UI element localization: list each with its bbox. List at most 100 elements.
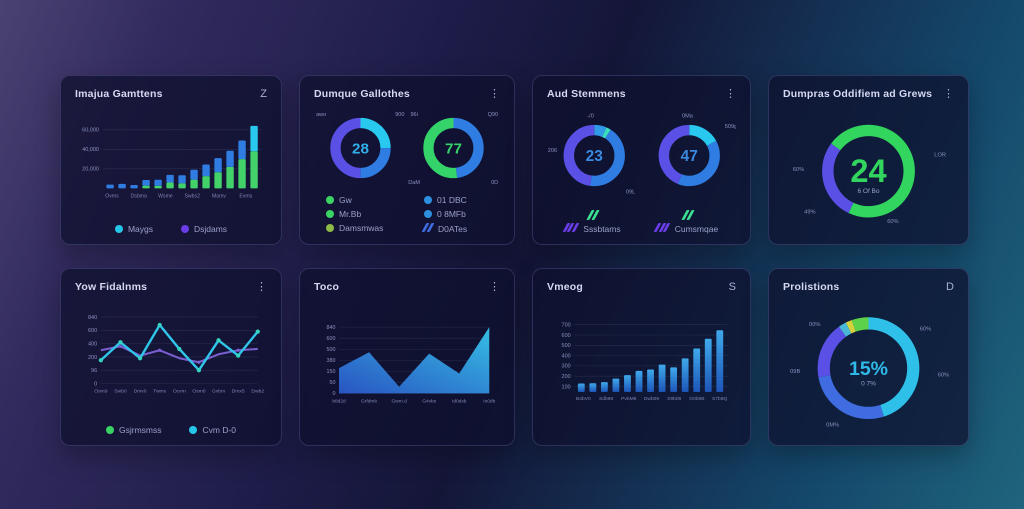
legend-item[interactable]: Gw: [326, 195, 402, 205]
svg-text:DaM: DaM: [408, 180, 420, 186]
legend-item[interactable]: D0ATes: [421, 223, 500, 234]
svg-text:Ovms: Ovms: [105, 194, 119, 200]
triple-slash-icon: [653, 223, 671, 234]
svg-text:Grfdmb: Grfdmb: [361, 398, 377, 404]
donut-pair-chart: 28 awo 900 77 96i Q90 DaM 0D: [314, 105, 500, 191]
svg-text:200: 200: [88, 355, 97, 361]
svg-text:0Ma: 0Ma: [681, 113, 693, 119]
legend-item[interactable]: Gsjrmsmss: [105, 425, 162, 435]
kebab-menu-icon[interactable]: ⋮: [489, 280, 500, 293]
legend-label: Dsjdams: [193, 224, 228, 234]
svg-text:300: 300: [562, 364, 571, 370]
svg-text:96i: 96i: [410, 112, 417, 118]
legend-item[interactable]: Damsmwas: [326, 223, 402, 233]
card-header: Dumpras Oddifiem ad Grews ⋮: [783, 86, 954, 102]
svg-text:20,000: 20,000: [82, 167, 99, 173]
svg-text:24: 24: [850, 153, 886, 189]
legend-dot: [424, 196, 432, 204]
svg-text:PvbM8: PvbM8: [621, 396, 637, 402]
legend-column-left: Gw Mr.Bb Damsmwas: [314, 195, 402, 234]
svg-text:40,000: 40,000: [82, 147, 99, 153]
legend-item[interactable]: Cumsmqae: [653, 223, 719, 234]
svg-text:0M%: 0M%: [826, 423, 839, 429]
svg-text:47: 47: [680, 148, 697, 165]
card-stacked-bar: Imajua Gamttens Z 60,000 40,000 20,000 Ovms…: [60, 75, 282, 245]
svg-text:900: 900: [395, 112, 404, 118]
kebab-menu-icon[interactable]: ⋮: [256, 280, 267, 293]
legend-item[interactable]: Dsjdams: [180, 224, 228, 234]
kebab-menu-icon[interactable]: ⋮: [489, 87, 500, 100]
s-badge-icon[interactable]: S: [728, 280, 736, 293]
legend: Gsjrmsmss Cvm D-0: [75, 425, 267, 435]
svg-text:Dwb09: Dwb09: [644, 396, 660, 402]
svg-text:500: 500: [327, 347, 336, 353]
legend-dot: [326, 224, 334, 232]
legend-dot: [326, 196, 334, 204]
svg-text:Osm9: Osm9: [94, 389, 107, 395]
svg-text:Evms: Evms: [239, 194, 252, 200]
expand-icon[interactable]: Z: [260, 87, 267, 100]
legend-column-right: 01 DBC 0 8MFb D0ATes: [412, 195, 500, 234]
legend-item[interactable]: 0 8MFb: [424, 209, 500, 219]
svg-text:-/0: -/0: [587, 113, 594, 119]
card-header: Imajua Gamttens Z: [75, 86, 267, 102]
svg-text:60%: 60%: [920, 327, 931, 333]
legend-item[interactable]: Sssbtams: [562, 223, 621, 234]
card-twin-donut-a: Dumque Gallothes ⋮ 28 awo 900 77 96i Q90 DaM 0D…: [299, 75, 515, 245]
svg-text:0 7%: 0 7%: [861, 380, 876, 387]
card-title: Toco: [314, 281, 340, 293]
double-slash-icon: [586, 207, 600, 220]
svg-text:G0b9B: G0b9B: [689, 396, 704, 402]
svg-text:100: 100: [562, 384, 571, 390]
card-title: Dumque Gallothes: [314, 88, 410, 100]
donut-pair-chart: 23 -/0 206 09L 47 0Ma 509g: [547, 105, 737, 206]
svg-text:0: 0: [332, 391, 335, 397]
legend-label: Cvm D-0: [202, 425, 237, 435]
svg-text:Twms: Twms: [153, 389, 166, 395]
svg-text:60,000: 60,000: [82, 128, 99, 134]
svg-text:Dmx5: Dmx5: [232, 389, 245, 395]
stacked-bar-chart: 60,000 40,000 20,000 Ovms Dsbma Wsme Swbs2 Mamv…: [75, 105, 267, 220]
slash-markers: [547, 207, 736, 220]
svg-text:400: 400: [88, 341, 97, 347]
svg-text:09L: 09L: [626, 190, 635, 196]
svg-text:G4vbs: G4vbs: [422, 398, 437, 404]
legend-item[interactable]: Mr.Bb: [326, 209, 402, 219]
svg-text:15%: 15%: [849, 358, 888, 380]
svg-text:Gvbm: Gvbm: [212, 389, 225, 395]
svg-text:Q90: Q90: [488, 112, 498, 118]
legend: Gw Mr.Bb Damsmwas 01 DBC: [314, 195, 500, 234]
card-line-chart: Yow Fidalnms ⋮ 840 600 400 200 96 0 Osm9 Swb0 Dm…: [60, 268, 282, 446]
card-title: Prolistions: [783, 281, 840, 293]
d-badge-icon[interactable]: D: [946, 280, 954, 293]
svg-text:77: 77: [445, 140, 462, 157]
svg-text:Wsme: Wsme: [158, 194, 173, 200]
svg-text:S7b9Q: S7b9Q: [712, 396, 727, 402]
svg-text:Dmv0: Dmv0: [134, 389, 147, 395]
legend-item[interactable]: 01 DBC: [424, 195, 500, 205]
svg-text:400: 400: [562, 353, 571, 359]
legend-label: Cumsmqae: [674, 223, 719, 234]
svg-text:09B: 09B: [790, 369, 800, 375]
svg-text:6 Of Bo: 6 Of Bo: [857, 188, 879, 195]
legend-label: Maygs: [127, 224, 153, 234]
legend-label: Damsmwas: [339, 223, 384, 233]
svg-text:awo: awo: [316, 112, 326, 118]
card-grid: Imajua Gamttens Z 60,000 40,000 20,000 Ovms…: [60, 75, 969, 446]
slash-icon: [421, 223, 434, 234]
legend-item[interactable]: Maygs: [114, 224, 153, 234]
card-header: Toco ⋮: [314, 279, 500, 295]
svg-text:Osm0: Osm0: [192, 389, 205, 395]
card-area-chart: Toco ⋮ 840 600 500 380 150 50 0 b8d2d Grfdmb Gwm.…: [299, 268, 515, 446]
svg-text:0: 0: [94, 381, 97, 387]
legend-label: Gsjrmsmss: [118, 425, 162, 435]
bar-chart: 700 600 500 400 300 200 100 B4bV0 Sdb98 PvbM8 Dwb0…: [547, 298, 736, 435]
svg-text:60%: 60%: [793, 167, 804, 173]
kebab-menu-icon[interactable]: ⋮: [943, 87, 954, 100]
legend-item[interactable]: Cvm D-0: [189, 425, 236, 435]
kebab-menu-icon[interactable]: ⋮: [725, 87, 736, 100]
card-bar-chart: Vmeog S 700 600 500 400 300 200 100 B4bV0 Sdb98 P…: [532, 268, 751, 446]
legend-dot: [114, 225, 123, 233]
card-title: Dumpras Oddifiem ad Grews: [783, 88, 933, 100]
svg-text:49%: 49%: [804, 209, 815, 215]
